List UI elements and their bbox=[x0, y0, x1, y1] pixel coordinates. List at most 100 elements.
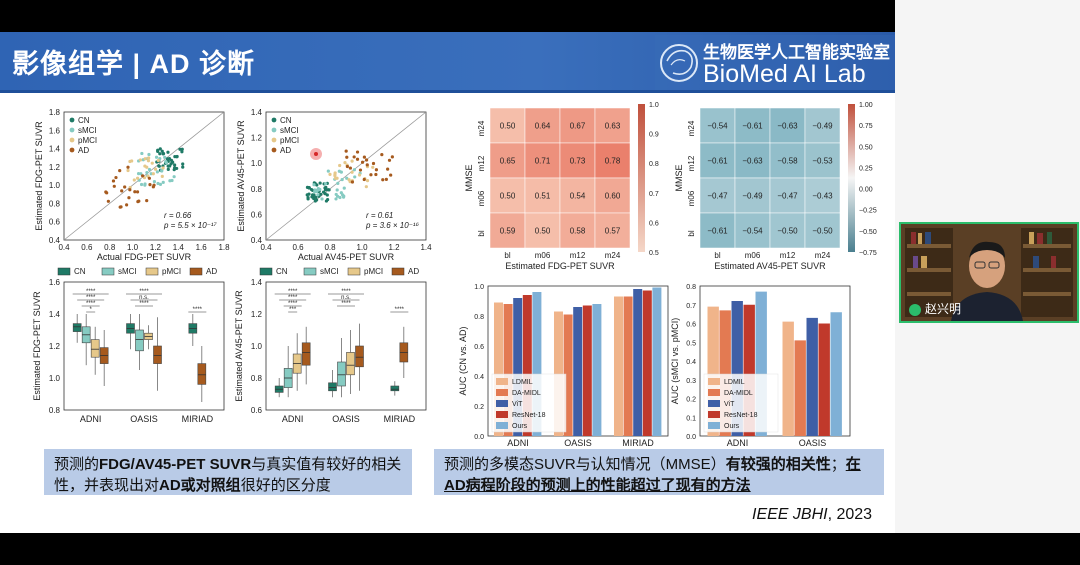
y-tick-label: 1.0 bbox=[49, 181, 61, 190]
heatmap-value: −0.50 bbox=[777, 227, 798, 236]
significance-label: n.s. bbox=[341, 295, 351, 301]
legend-marker-sMCI bbox=[69, 127, 75, 133]
x-tick-label: 1.6 bbox=[196, 243, 208, 252]
legend-label-pMCI: pMCI bbox=[364, 267, 383, 276]
scatter-point-AD bbox=[374, 172, 378, 177]
scatter-point-CN bbox=[319, 192, 323, 196]
scatter-point-pMCI bbox=[143, 157, 147, 161]
scatter-point-AD bbox=[364, 158, 369, 162]
x-tick-label: 1.2 bbox=[150, 243, 162, 252]
y-tick-label: 1.0 bbox=[251, 342, 263, 351]
heatmap-value: −0.43 bbox=[812, 192, 833, 201]
heatmap-value: −0.54 bbox=[742, 227, 763, 236]
slide-header: 影像组学 | AD 诊断 生物医学人工智能实验室 BioMed AI Lab bbox=[0, 32, 895, 93]
y-tick-label: 0.8 bbox=[251, 374, 263, 383]
box-pMCI bbox=[90, 339, 100, 358]
scatter-point-AD bbox=[104, 190, 108, 194]
bar-ResNet-18 bbox=[743, 304, 755, 436]
x-tick-label: m06 bbox=[745, 251, 761, 260]
legend-label-pMCI: pMCI bbox=[162, 267, 181, 276]
heatmap-cell bbox=[804, 212, 841, 249]
y-tick-label: 0.6 bbox=[49, 218, 61, 227]
heatmap-cell bbox=[594, 107, 631, 144]
y-tick-label: 1.4 bbox=[251, 108, 263, 117]
legend-label-LDMIL: LDMIL bbox=[512, 379, 533, 386]
x-axis-label: Estimated FDG-PET SUVR bbox=[505, 261, 615, 271]
legend-label-CN: CN bbox=[78, 116, 90, 125]
scatter-point-CN bbox=[180, 147, 184, 151]
heatmap-cell bbox=[734, 212, 771, 249]
bar-ViT bbox=[731, 301, 743, 436]
legend-label-ViT: ViT bbox=[724, 401, 735, 408]
scatter-point-CN bbox=[160, 149, 164, 153]
scatter-point-AD bbox=[145, 199, 149, 203]
legend-swatch-Ours bbox=[708, 422, 720, 429]
heatmap-cell bbox=[559, 142, 596, 179]
scatter-point-pMCI bbox=[145, 165, 149, 169]
colorbar-tick-label: 0.7 bbox=[649, 191, 659, 198]
scatter-point-AD bbox=[352, 155, 356, 159]
significance-label: **** bbox=[139, 289, 149, 295]
colorbar-tick-label: 0.25 bbox=[859, 165, 873, 172]
scatter-point-pMCI bbox=[333, 176, 338, 180]
heatmap-cell bbox=[769, 177, 806, 214]
scatter-point-sMCI bbox=[336, 181, 340, 185]
scatter-point-AD bbox=[390, 155, 394, 159]
scatter-point-pMCI bbox=[132, 178, 136, 182]
bar-ViT bbox=[513, 298, 523, 436]
scatter-point-sMCI bbox=[145, 170, 149, 175]
bar-LDMIL bbox=[707, 306, 719, 436]
heatmap-cell bbox=[699, 177, 736, 214]
scatter-point-pMCI bbox=[328, 172, 332, 176]
caption-left-bold-2: AD或对照组 bbox=[159, 477, 241, 494]
legend-swatch-AD bbox=[391, 267, 405, 276]
scatter-point-pMCI bbox=[138, 158, 142, 162]
box-AD bbox=[301, 342, 311, 366]
box-AD bbox=[197, 363, 207, 385]
significance-label: **** bbox=[193, 307, 203, 313]
scatter-point-CN bbox=[158, 147, 162, 151]
heatmap-cell bbox=[559, 212, 596, 249]
y-tick-label: 0.6 bbox=[686, 322, 696, 329]
colorbar-tick-label: 0.9 bbox=[649, 132, 659, 139]
scatter-point-CN bbox=[175, 166, 179, 171]
scatter-point-AD bbox=[126, 165, 130, 169]
heatmap-cell bbox=[769, 142, 806, 179]
heatmap-value: 0.51 bbox=[535, 192, 551, 201]
participant-video-tile[interactable]: 赵兴明 bbox=[899, 222, 1079, 323]
scatter-point-AD bbox=[112, 184, 116, 188]
legend-swatch-sMCI bbox=[303, 267, 317, 276]
scatter-point-AD bbox=[127, 196, 131, 200]
scatter-point-sMCI bbox=[147, 152, 151, 157]
y-tick-label: m06 bbox=[477, 190, 486, 206]
heatmap-value: −0.50 bbox=[812, 227, 833, 236]
slide-title: 影像组学 | AD 诊断 bbox=[12, 49, 256, 79]
scatter-point-pMCI bbox=[357, 173, 362, 177]
y-tick-label: 0.7 bbox=[686, 303, 696, 310]
heatmap-value: 0.73 bbox=[570, 157, 586, 166]
colorbar-tick-label: −0.50 bbox=[859, 229, 877, 236]
heatmap-cell bbox=[804, 107, 841, 144]
scatter-point-AD bbox=[350, 180, 355, 184]
scatter-point-pMCI bbox=[371, 165, 375, 169]
x-category-label: ADNI bbox=[727, 438, 749, 448]
box-sMCI bbox=[337, 361, 346, 387]
legend-swatch-pMCI bbox=[347, 267, 361, 276]
colorbar-tick-label: 0.6 bbox=[649, 220, 659, 227]
heatmap-value: 0.64 bbox=[535, 122, 551, 131]
scatter-point-sMCI bbox=[164, 161, 169, 165]
legend-marker-CN bbox=[69, 117, 75, 123]
scatter-point-CN bbox=[305, 193, 309, 197]
scatter-point-AD bbox=[389, 173, 393, 177]
scatter-point-CN bbox=[157, 164, 161, 168]
scatter-point-CN bbox=[166, 150, 170, 154]
scatter-point-AD bbox=[114, 175, 118, 180]
x-category-label: ADNI bbox=[80, 414, 102, 424]
heatmap-cell bbox=[734, 177, 771, 214]
y-tick-label: bl bbox=[477, 230, 486, 236]
participant-name: 赵兴明 bbox=[925, 302, 962, 316]
significance-label: **** bbox=[86, 289, 96, 295]
scatter-point-sMCI bbox=[168, 179, 172, 183]
scatter-point-AD bbox=[137, 199, 141, 203]
x-tick-label: m24 bbox=[605, 251, 621, 260]
